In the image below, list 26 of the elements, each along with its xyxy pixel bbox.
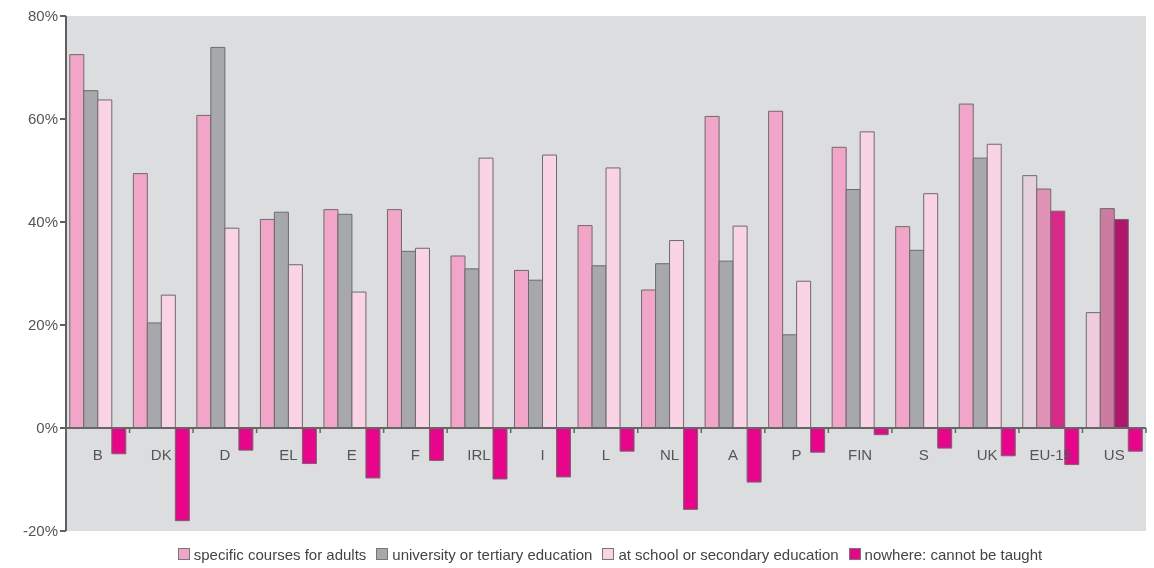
x-tick-label: L xyxy=(601,446,611,463)
x-tick-label: DK xyxy=(150,446,172,463)
x-tick-label: D xyxy=(219,446,231,463)
legend-label: specific courses for adults xyxy=(193,545,367,563)
x-tick-label: B xyxy=(92,446,103,463)
x-tick-label: E xyxy=(346,446,357,463)
y-tick-label: 0% xyxy=(36,419,58,437)
y-tick-label: 80% xyxy=(27,7,58,25)
y-tick-label: 20% xyxy=(27,316,58,334)
x-tick-label: F xyxy=(410,446,420,463)
y-tick-label: 40% xyxy=(27,213,58,231)
legend-label: at school or secondary education xyxy=(618,545,839,563)
legend-label: university or tertiary education xyxy=(392,545,593,563)
legend-label: nowhere: cannot be taught xyxy=(864,545,1043,563)
x-tick-label: US xyxy=(1103,446,1125,463)
y-tick-label: -20% xyxy=(22,522,58,540)
x-tick-label: IRL xyxy=(467,446,491,463)
x-tick-label: UK xyxy=(976,446,998,463)
x-tick-label: EL xyxy=(279,446,298,463)
x-tick-label: NL xyxy=(659,446,680,463)
x-tick-label: A xyxy=(728,446,739,463)
x-tick-label: S xyxy=(918,446,929,463)
y-tick-label: 60% xyxy=(27,110,58,128)
x-tick-label: FIN xyxy=(848,446,873,463)
x-tick-label: I xyxy=(540,446,545,463)
x-tick-label: P xyxy=(791,446,802,463)
